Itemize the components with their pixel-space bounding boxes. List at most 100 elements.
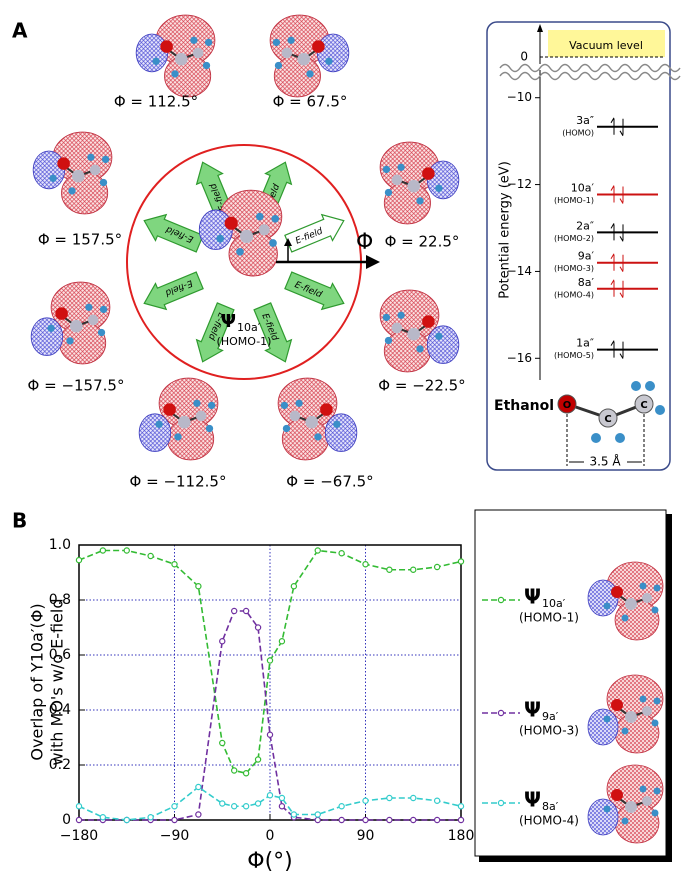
- data-point: [242, 607, 250, 615]
- orbital-illustration: [198, 189, 283, 277]
- atom: [297, 52, 310, 66]
- atom: [190, 36, 198, 44]
- atom: [236, 247, 244, 256]
- orbital-illustration: [138, 377, 219, 461]
- atom: [642, 593, 652, 603]
- axis-arrowhead: [537, 24, 543, 32]
- data-point: [147, 552, 154, 560]
- orbital-illustration: [587, 561, 664, 641]
- atom: [407, 327, 420, 341]
- data-point: [433, 816, 441, 824]
- atom: [625, 801, 637, 813]
- panel-label: B: [12, 509, 27, 533]
- orbital-lobe: [273, 54, 321, 98]
- legend-marker: [497, 799, 505, 807]
- atom: [598, 408, 618, 428]
- atom: [216, 234, 225, 243]
- data-point: [230, 767, 238, 774]
- orbital-symbol: Ψ: [221, 311, 236, 332]
- level-note: (HOMO-3): [554, 264, 594, 273]
- atom: [557, 394, 577, 414]
- data-point: [99, 814, 107, 821]
- atom: [653, 787, 661, 795]
- legend-marker: [497, 596, 505, 604]
- atom: [382, 313, 391, 322]
- atom: [272, 38, 281, 47]
- orbital-lobe: [587, 798, 619, 836]
- data-point: [266, 792, 274, 799]
- data-point: [147, 814, 154, 821]
- plot-frame: [78, 544, 462, 821]
- orbital-lobe: [61, 171, 109, 215]
- atom: [205, 424, 214, 433]
- legend-name: Ψ: [524, 788, 541, 812]
- legend-subscript: 8a′: [542, 800, 559, 813]
- atom: [99, 305, 108, 314]
- field-arrow: E-field: [253, 302, 293, 363]
- y-axis-label: with MO's w/o E-field: [48, 598, 67, 765]
- atom: [603, 602, 611, 610]
- electron-pair: [610, 279, 624, 299]
- data-point: [338, 550, 345, 557]
- orbital-illustration: [587, 764, 664, 844]
- data-point: [386, 794, 393, 802]
- atom: [639, 582, 647, 590]
- atom: [305, 415, 318, 429]
- atom: [204, 38, 213, 47]
- angle-label: Φ = −67.5°: [286, 473, 373, 491]
- orbital-lobe: [228, 231, 278, 277]
- orbital-illustration: [379, 141, 460, 225]
- atom: [653, 697, 661, 705]
- atom: [333, 420, 341, 428]
- orbital-lobe: [426, 325, 460, 365]
- data-point: [266, 731, 274, 738]
- data-point: [362, 797, 369, 804]
- legend-marker: [497, 709, 505, 717]
- data-point: [75, 816, 83, 824]
- atom: [193, 399, 201, 407]
- data-point: [123, 547, 130, 554]
- orbital-lobe: [316, 33, 350, 73]
- atom: [289, 410, 301, 422]
- electron-pair: [610, 253, 624, 273]
- orbital-illustration: [135, 14, 216, 98]
- atom: [314, 433, 322, 441]
- atom: [603, 715, 611, 723]
- orbital-lobe: [30, 317, 64, 357]
- atom: [407, 179, 420, 193]
- atom: [639, 695, 647, 703]
- atom: [416, 345, 424, 353]
- atom: [87, 153, 95, 161]
- atom: [49, 174, 57, 182]
- y-tick-label: −10: [507, 90, 532, 104]
- atom-label: C: [640, 400, 647, 411]
- level-label: 2a″: [576, 219, 594, 232]
- energy-panel: [486, 21, 671, 471]
- atom: [195, 410, 207, 422]
- atom: [642, 796, 652, 806]
- data-point: [433, 563, 441, 571]
- data-point: [410, 816, 417, 824]
- atom: [615, 433, 625, 443]
- data-point: [230, 803, 238, 810]
- electron-pair: [610, 223, 624, 242]
- atom: [384, 336, 393, 345]
- axis-break: [499, 63, 681, 73]
- atom: [160, 40, 173, 53]
- orbital-lobe: [383, 329, 431, 373]
- orbital-lobe: [281, 417, 329, 461]
- x-tick-label: −180: [60, 828, 98, 844]
- vacuum-label: Vacuum level: [569, 39, 643, 52]
- data-point: [266, 657, 274, 664]
- orbital-illustration: [30, 281, 111, 365]
- legend-subscript: 10a′: [542, 597, 566, 610]
- data-point: [386, 566, 393, 573]
- legend-note: (HOMO-4): [519, 814, 579, 828]
- atom: [70, 319, 83, 333]
- data-point: [254, 800, 262, 807]
- level-label: 9a′: [578, 250, 595, 263]
- orbital-note: (HOMO-1): [217, 335, 272, 348]
- y-tick-label: −16: [507, 351, 532, 365]
- atom-label: O: [563, 400, 572, 411]
